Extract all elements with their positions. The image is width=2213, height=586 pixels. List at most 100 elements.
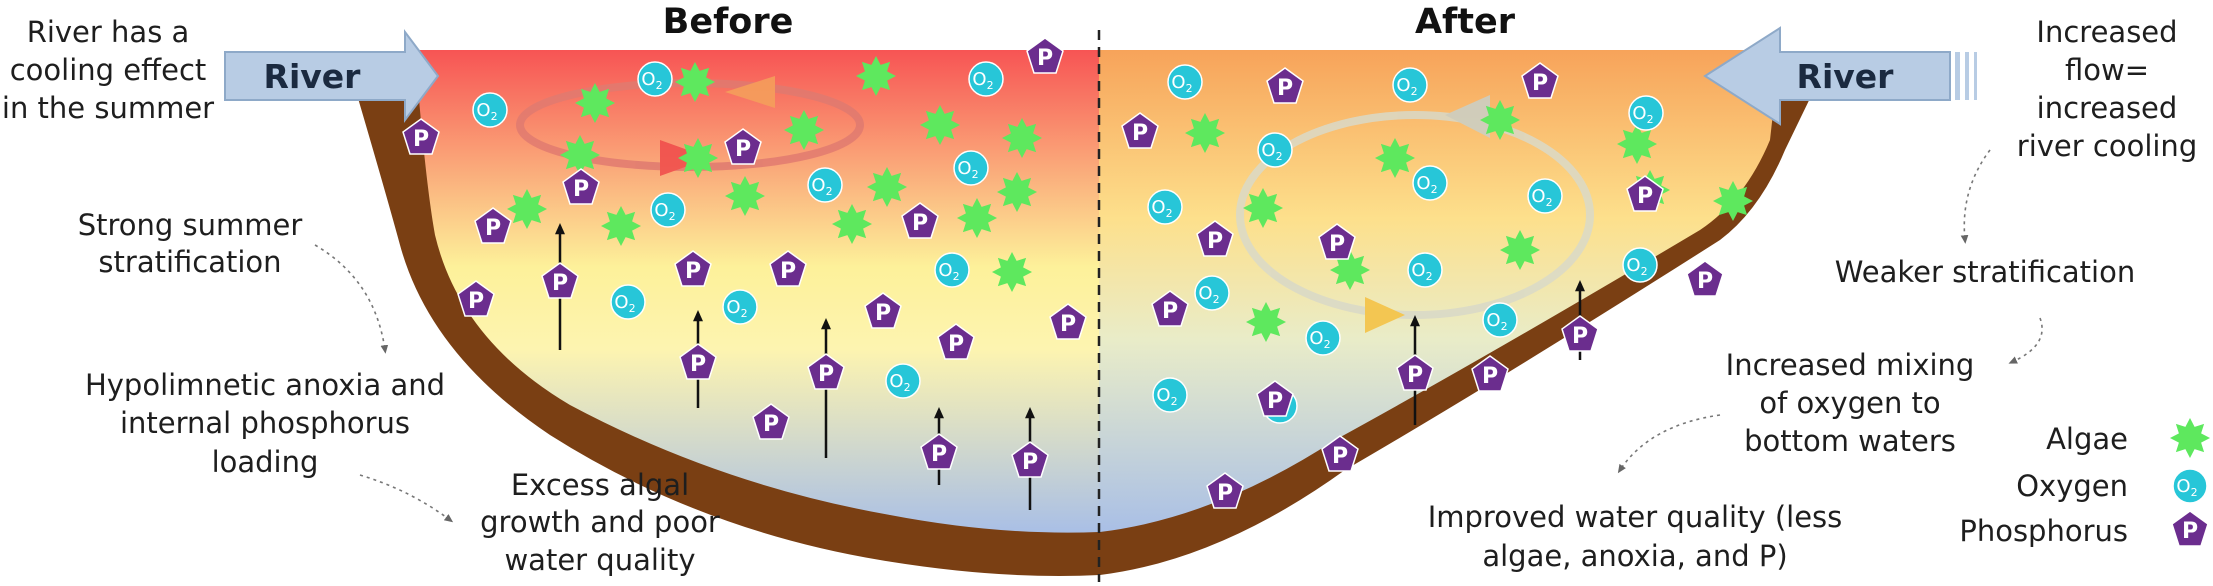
river-arrow-left: River <box>224 29 440 123</box>
oxygen-icon: O2 <box>1305 320 1341 356</box>
legend-oxygen-label: Oxygen <box>2016 469 2128 503</box>
phosphorus-icon: P <box>1049 303 1087 340</box>
svg-text:O2: O2 <box>654 200 675 223</box>
oxygen-icon: O2 <box>1407 252 1443 288</box>
water-before <box>415 50 1099 533</box>
svg-text:river cooling: river cooling <box>2017 129 2197 163</box>
phosphorus-icon: P <box>562 168 600 205</box>
svg-text:P: P <box>1637 184 1653 209</box>
algae-icon <box>1243 188 1283 228</box>
phosphorus-icon: P <box>1206 472 1244 509</box>
svg-text:O2: O2 <box>1486 310 1507 333</box>
oxygen-icon: O2 <box>610 284 646 320</box>
algae-icon <box>957 198 997 238</box>
svg-text:O2: O2 <box>1396 75 1417 98</box>
label-cooling: River has a cooling effect in the summer <box>2 15 214 125</box>
svg-text:P: P <box>1267 389 1283 414</box>
oxygen-icon: O2 <box>637 61 673 97</box>
phosphorus-icon: P <box>541 262 579 299</box>
label-strong-stratification: Strong summer stratification <box>78 208 303 279</box>
pointer-weaker <box>2008 317 2043 364</box>
algae-icon <box>1375 138 1415 178</box>
label-algal-growth: Excess algal growth and poor water quali… <box>480 468 720 577</box>
oxygen-icon: O2 <box>885 363 921 399</box>
svg-text:O2: O2 <box>1626 255 1647 278</box>
algae-icon <box>832 204 872 244</box>
svg-text:Strong summer: Strong summer <box>78 208 303 242</box>
svg-text:P: P <box>1329 232 1345 257</box>
svg-text:O2: O2 <box>811 175 832 198</box>
phosphorus-icon: P <box>864 292 902 329</box>
oxygen-icon: O2 <box>1152 377 1188 413</box>
svg-text:P: P <box>573 177 589 202</box>
oxygen-icon: O2 <box>1482 302 1518 338</box>
svg-text:P: P <box>1277 76 1293 101</box>
svg-text:O2: O2 <box>726 297 747 320</box>
phosphorus-icon: P <box>1121 112 1159 149</box>
phosphorus-icon: P <box>937 323 975 360</box>
legend: Algae Oxygen O2 Phosphorus P <box>1959 418 2210 548</box>
svg-text:O2: O2 <box>1632 103 1653 126</box>
svg-text:O2: O2 <box>2176 476 2197 499</box>
oxygen-icon: O2 <box>1628 95 1664 131</box>
svg-text:O2: O2 <box>1171 72 1192 95</box>
algae-icon <box>1500 230 1540 270</box>
oxygen-icon: O2 <box>1147 189 1183 225</box>
algae-icon <box>1713 181 1753 221</box>
phosphorus-icon: P <box>1396 354 1434 391</box>
river-label-left: River <box>264 57 362 96</box>
svg-text:P: P <box>735 137 751 162</box>
phosphorus-group: P P P P P P P P P P P P P P P P P P P P P P P P P P P P P P P P <box>402 37 1724 509</box>
oxygen-icon: O2 <box>1412 165 1448 201</box>
phosphorus-icon: P <box>752 403 790 440</box>
svg-text:water quality: water quality <box>504 543 695 577</box>
oxygen-icon: O2 <box>1392 67 1428 103</box>
legend-phosphorus-label: Phosphorus <box>1959 514 2128 548</box>
label-improved-quality: Improved water quality (less algae, anox… <box>1428 500 1843 573</box>
phosphorus-icon: P <box>724 128 762 165</box>
algae-icon <box>1246 302 1286 342</box>
phosphorus-icon: P <box>1151 290 1189 327</box>
svg-text:P: P <box>552 271 568 296</box>
algae-icon <box>1002 118 1042 158</box>
phosphorus-icon: P <box>1256 380 1294 417</box>
svg-text:P: P <box>1572 324 1588 349</box>
river-label-right: River <box>1797 57 1895 96</box>
svg-text:Increased mixing: Increased mixing <box>1726 348 1975 382</box>
svg-text:P: P <box>780 259 796 284</box>
phosphorus-icon: P <box>2171 510 2209 547</box>
oxygen-icon: O2 <box>934 252 970 288</box>
oxygen-icon: O2 <box>472 92 508 128</box>
svg-text:P: P <box>1332 444 1348 469</box>
svg-text:P: P <box>690 352 706 377</box>
algae-icon <box>2170 418 2210 458</box>
before-title: Before <box>663 2 794 42</box>
svg-text:P: P <box>413 127 429 152</box>
oxygen-icon: O2 <box>968 61 1004 97</box>
svg-text:P: P <box>685 259 701 284</box>
svg-text:P: P <box>468 289 484 314</box>
oxygen-icon: O2 <box>650 192 686 228</box>
phosphorus-icon: P <box>1318 223 1356 260</box>
svg-text:growth and poor: growth and poor <box>480 505 720 539</box>
oxygen-icon: O2 <box>1257 132 1293 168</box>
legend-phosphorus: Phosphorus P <box>1959 510 2209 548</box>
svg-text:bottom waters: bottom waters <box>1744 424 1956 458</box>
phosphorus-icon: P <box>769 250 807 287</box>
svg-text:P: P <box>1697 269 1713 294</box>
phosphorus-icon: P <box>402 118 440 155</box>
algae-icon <box>675 62 715 102</box>
phosphorus-icon: P <box>457 280 495 317</box>
svg-text:P: P <box>912 211 928 236</box>
svg-text:O2: O2 <box>1411 260 1432 283</box>
svg-text:Excess algal: Excess algal <box>511 468 689 502</box>
svg-text:increased: increased <box>2037 91 2178 125</box>
legend-algae: Algae <box>2046 418 2210 458</box>
river-arrow-right: River <box>1703 26 1977 126</box>
svg-text:of oxygen to: of oxygen to <box>1759 386 1940 420</box>
phosphorus-icon: P <box>1686 260 1724 297</box>
svg-text:in the summer: in the summer <box>2 91 214 125</box>
svg-text:O2: O2 <box>1416 173 1437 196</box>
svg-text:O2: O2 <box>972 69 993 92</box>
